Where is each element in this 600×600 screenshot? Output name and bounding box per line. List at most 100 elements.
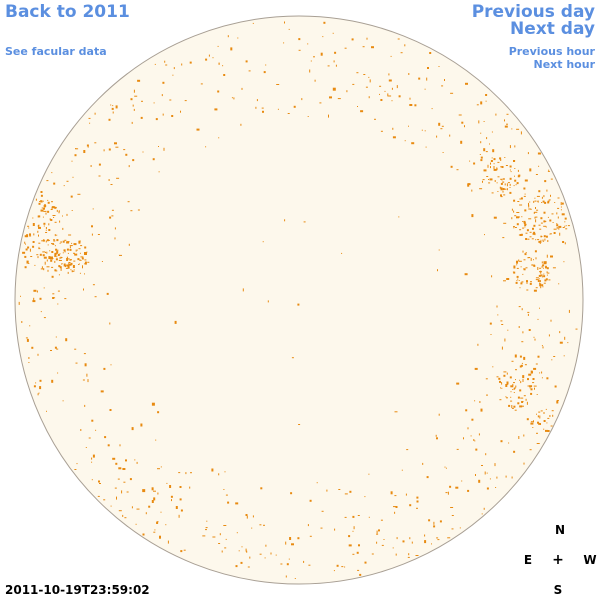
facula-spot [114,487,117,489]
facula-spot [316,482,318,484]
facula-spot [480,132,482,134]
next-hour-link[interactable]: Next hour [533,58,596,71]
facula-spot [514,409,517,411]
facula-spot [504,338,506,342]
facula-spot [547,216,549,218]
next-day-link[interactable]: Next day [510,19,595,39]
facula-spot [458,114,462,116]
facula-spot [470,435,472,437]
facula-spot [516,280,518,282]
facula-spot [552,267,556,269]
facula-spot [547,201,550,204]
facula-spot [57,254,60,256]
facula-spot [441,85,444,87]
facula-spot [36,290,38,293]
facula-spot [157,468,160,470]
facula-spot [248,70,251,72]
facula-spot [32,217,34,219]
facula-spot [422,462,424,465]
facula-spot [75,148,79,150]
facula-spot [522,227,525,229]
facula-spot [518,326,520,328]
facula-spot [411,142,415,145]
facula-spot [46,251,48,254]
facula-spot [134,95,138,97]
facula-spot [45,227,47,229]
facula-spot [467,183,471,186]
facula-spot [506,381,509,385]
facula-spot [227,35,229,38]
facula-spot [39,297,42,300]
facula-spot [545,261,547,264]
facula-spot [265,64,267,66]
facula-spot [489,143,490,145]
facula-spot [494,463,496,467]
facula-spot [165,64,168,66]
facula-spot [205,527,208,529]
facula-spot [290,492,293,495]
back-to-year-link[interactable]: Back to 2011 [5,2,130,22]
facula-spot [36,254,39,256]
facula-spot [431,108,433,110]
facula-spot [497,314,499,316]
facula-spot [513,271,516,274]
facula-spot [456,169,459,171]
previous-hour-link[interactable]: Previous hour [508,45,595,58]
facula-spot [217,45,219,47]
facula-spot [540,239,542,241]
facula-spot [110,364,112,366]
facula-spot [502,190,504,193]
facula-spot [289,537,292,540]
facula-spot [85,447,87,448]
facula-spot [543,412,545,414]
facula-spot [493,166,495,169]
previous-day-link[interactable]: Previous day [471,2,595,22]
facula-spot [108,118,111,121]
facula-spot [520,197,523,200]
facula-spot [543,261,547,265]
facula-spot [547,240,549,242]
facula-spot [291,543,294,546]
facula-spot [471,189,473,192]
facula-spot [160,466,162,468]
facula-spot [516,212,520,213]
facula-spot [87,146,89,148]
facula-spot [520,131,522,135]
facula-spot [351,38,354,41]
facula-spot [48,223,50,226]
facula-spot [51,275,54,278]
facula-spot [251,527,253,529]
facula-spot [332,32,334,34]
facula-spot [485,151,488,153]
facula-spot [513,392,515,393]
facula-spot [444,79,445,81]
facula-spot [363,74,366,75]
facula-spot [86,251,88,253]
facula-spot [104,436,107,439]
see-facular-data-link[interactable]: See facular data [5,45,107,58]
facula-spot [297,537,300,540]
facula-spot [151,402,155,406]
facula-spot [501,382,503,385]
facula-spot [544,201,547,204]
facula-spot [541,261,543,264]
facula-spot [344,493,348,495]
facula-spot [249,556,251,559]
facula-spot [185,472,187,475]
facula-spot [519,379,521,381]
facula-spot [512,271,514,273]
facula-spot [241,546,243,548]
facula-spot [527,311,530,313]
facula-spot [511,405,513,408]
facula-spot [180,550,183,553]
facula-spot [491,157,493,159]
facula-spot [59,220,61,223]
facula-spot [535,174,538,175]
facula-spot [38,242,41,244]
facula-spot [491,131,493,133]
facula-spot [383,539,385,540]
facula-spot [523,268,526,271]
facula-spot [538,224,541,226]
facula-spot [26,338,29,342]
facula-spot [538,274,541,277]
